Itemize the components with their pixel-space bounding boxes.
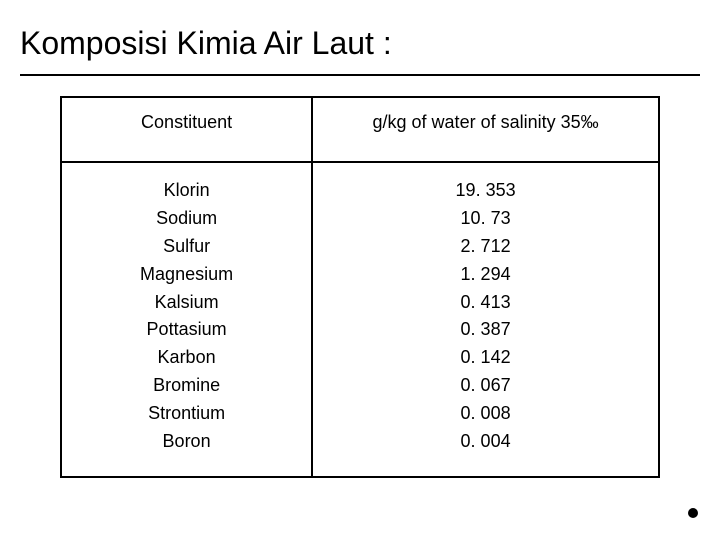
page-title: Komposisi Kimia Air Laut : <box>0 0 720 74</box>
value-line: 0. 067 <box>321 372 650 400</box>
corner-dot-icon <box>688 508 698 518</box>
constituent-line: Sodium <box>70 205 303 233</box>
value-line: 0. 004 <box>321 428 650 456</box>
composition-table-container: Constituent g/kg of water of salinity 35… <box>60 96 660 478</box>
constituent-line: Magnesium <box>70 261 303 289</box>
value-line: 10. 73 <box>321 205 650 233</box>
title-underline <box>20 74 700 76</box>
constituent-line: Bromine <box>70 372 303 400</box>
table-data-row: KlorinSodiumSulfurMagnesiumKalsiumPottas… <box>61 162 659 477</box>
constituent-line: Sulfur <box>70 233 303 261</box>
value-line: 0. 008 <box>321 400 650 428</box>
value-line: 0. 142 <box>321 344 650 372</box>
value-line: 1. 294 <box>321 261 650 289</box>
composition-table: Constituent g/kg of water of salinity 35… <box>60 96 660 478</box>
value-line: 0. 413 <box>321 289 650 317</box>
table-header-row: Constituent g/kg of water of salinity 35… <box>61 97 659 162</box>
constituent-line: Karbon <box>70 344 303 372</box>
constituent-line: Pottasium <box>70 316 303 344</box>
cell-constituents: KlorinSodiumSulfurMagnesiumKalsiumPottas… <box>61 162 312 477</box>
value-line: 2. 712 <box>321 233 650 261</box>
value-line: 0. 387 <box>321 316 650 344</box>
header-constituent: Constituent <box>61 97 312 162</box>
constituent-line: Boron <box>70 428 303 456</box>
cell-values: 19. 35310. 732. 7121. 2940. 4130. 3870. … <box>312 162 659 477</box>
constituent-line: Kalsium <box>70 289 303 317</box>
header-value: g/kg of water of salinity 35‰ <box>312 97 659 162</box>
constituent-line: Strontium <box>70 400 303 428</box>
constituent-line: Klorin <box>70 177 303 205</box>
value-line: 19. 353 <box>321 177 650 205</box>
